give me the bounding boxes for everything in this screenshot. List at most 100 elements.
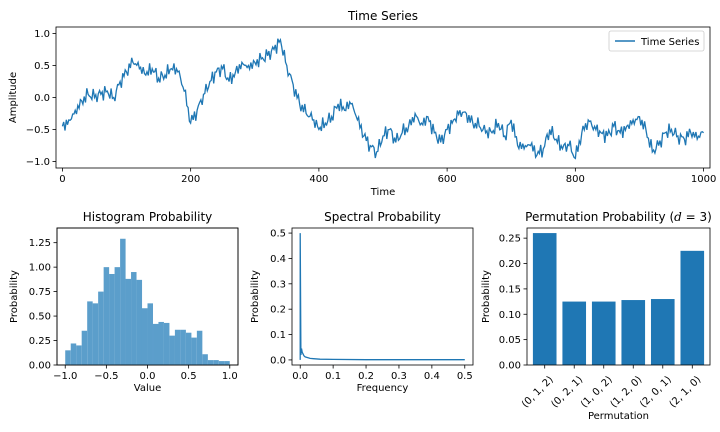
permutation-ylabel: Probability [481, 270, 492, 323]
histogram-bar [98, 291, 104, 365]
histogram-bar [87, 301, 93, 365]
spectral-xtick-label: 0.1 [325, 371, 341, 382]
histogram-bar [169, 335, 175, 365]
permutation-ytick-label: 0.25 [499, 234, 521, 245]
permutation-xlabel: Permutation [588, 411, 649, 422]
time-series-legend: Time Series [608, 30, 705, 52]
legend-entry: Time Series [640, 37, 699, 48]
spectral-line [299, 233, 465, 361]
histogram-bar [207, 360, 214, 365]
histogram-bar [158, 321, 164, 365]
histogram-bar [65, 350, 71, 365]
permutation-bar [532, 233, 557, 365]
time_series-ytick-label: 0.0 [34, 93, 50, 104]
histogram-title: Histogram Probability [83, 210, 213, 224]
permutation-title: Permutation Probability (d = 3) [525, 210, 712, 224]
histogram-bar [70, 343, 77, 365]
permutation-xtick-label: (0, 1, 2) [520, 374, 556, 410]
permutation-frame [526, 227, 711, 366]
permutation-bar [621, 300, 646, 365]
time_series-ylabel: Amplitude [8, 72, 19, 123]
permutation-title-var: d [674, 210, 682, 224]
permutation-bar [591, 301, 616, 365]
histogram-xtick-label: −0.5 [94, 371, 118, 382]
time_series-ytick-label: −0.5 [26, 125, 50, 136]
time_series-ytick-label: −1.0 [26, 157, 50, 168]
permutation-bar [562, 301, 587, 365]
histogram-bar [125, 278, 132, 365]
spectral-xlabel: Frequency [357, 383, 409, 394]
histogram-bar [163, 322, 170, 365]
histogram-bar [185, 332, 192, 365]
histogram-xtick-label: −1.0 [53, 371, 77, 382]
legend-frame [608, 30, 705, 52]
histogram-ytick-label: 0.75 [29, 287, 51, 298]
spectral-xtick-label: 0.3 [391, 371, 407, 382]
spectral-ytick-label: 0.0 [270, 355, 286, 366]
histogram-bar [136, 279, 143, 365]
permutation-xtick-label: (1, 0, 2) [579, 374, 615, 410]
histogram-ytick-label: 1.00 [29, 263, 51, 274]
time_series-xtick-label: 0 [59, 174, 65, 185]
histogram-bar [153, 323, 159, 365]
time-series-line [61, 37, 705, 160]
histogram-frame-top [56, 227, 239, 366]
time_series-ytick-label: 1.0 [34, 29, 50, 40]
histogram-ytick-label: 0.00 [29, 361, 51, 372]
histogram-bar [191, 337, 197, 365]
histogram-bar [213, 360, 219, 365]
histogram-bar [92, 303, 99, 365]
histogram-bar [218, 361, 225, 365]
time_series-xtick-label: 600 [438, 174, 457, 185]
permutation-title-prefix: Permutation Probability ( [525, 210, 674, 224]
permutation-axes: Permutation Probability (d = 3) 0.00 0.05 0… [481, 210, 712, 422]
permutation-ytick-label: 0.00 [499, 361, 521, 372]
histogram-bar [76, 345, 82, 365]
histogram-bar [224, 361, 230, 365]
spectral-frame [291, 227, 474, 366]
histogram-ytick-label: 0.50 [29, 312, 51, 323]
permutation-xtick-label: (2, 0, 1) [638, 374, 674, 410]
permutation-bar [650, 299, 675, 365]
histogram-xtick-label: 0.5 [181, 371, 197, 382]
histogram-bar [174, 329, 181, 365]
spectral-ytick-label: 0.1 [270, 330, 286, 341]
time_series-title: Time Series [347, 9, 418, 23]
permutation-xtick-label: (0, 2, 1) [550, 374, 586, 410]
spectral-title: Spectral Probability [324, 210, 441, 224]
histogram-xtick-label: 0.0 [140, 371, 156, 382]
permutation-xtick-label: (1, 2, 0) [609, 374, 645, 410]
permutation-bar [680, 250, 705, 365]
spectral-ytick-label: 0.2 [270, 305, 286, 316]
spectral-ytick-label: 0.3 [270, 279, 286, 290]
permutation-ytick-label: 0.15 [499, 284, 521, 295]
histogram-bar [141, 308, 148, 365]
spectral-axes: Spectral Probability 0.0 0.1 0.2 0.3 0.4 0.5 0.… [250, 210, 474, 394]
spectral-xtick-label: 0.4 [424, 371, 440, 382]
histogram-bar [81, 330, 88, 365]
histogram-bar [180, 329, 186, 365]
time_series-ytick-label: 0.5 [34, 61, 50, 72]
time_series-xtick-label: 400 [309, 174, 328, 185]
histogram-bar [103, 267, 110, 365]
histogram-ytick-label: 0.25 [29, 336, 51, 347]
permutation-title-rest: = 3) [682, 210, 712, 224]
time_series-xtick-label: 1000 [691, 174, 716, 185]
histogram-axes: Histogram Probability −1.0 −0.5 0.0 0.5 1.0 0.… [9, 210, 239, 394]
time_series-xtick-label: 200 [181, 174, 200, 185]
histogram-ylabel: Probability [9, 270, 20, 323]
time_series-axes: Time Series 0 200 400 600 800 1000 −1.0 −0.5 0.0 0… [8, 9, 716, 198]
histogram-bar [109, 273, 115, 365]
time_series-xlabel: Time [370, 187, 395, 198]
permutation-ytick-label: 0.10 [499, 310, 521, 321]
spectral-ytick-label: 0.4 [270, 254, 286, 265]
histogram-bar [147, 303, 153, 365]
spectral-ylabel: Probability [250, 270, 261, 323]
histogram-bar [114, 267, 121, 365]
histogram-bar [202, 354, 208, 365]
permutation-ytick-label: 0.05 [499, 335, 521, 346]
time_series-xtick-label: 800 [566, 174, 585, 185]
histogram-ytick-label: 1.25 [29, 238, 51, 249]
spectral-xtick-label: 0.2 [358, 371, 374, 382]
